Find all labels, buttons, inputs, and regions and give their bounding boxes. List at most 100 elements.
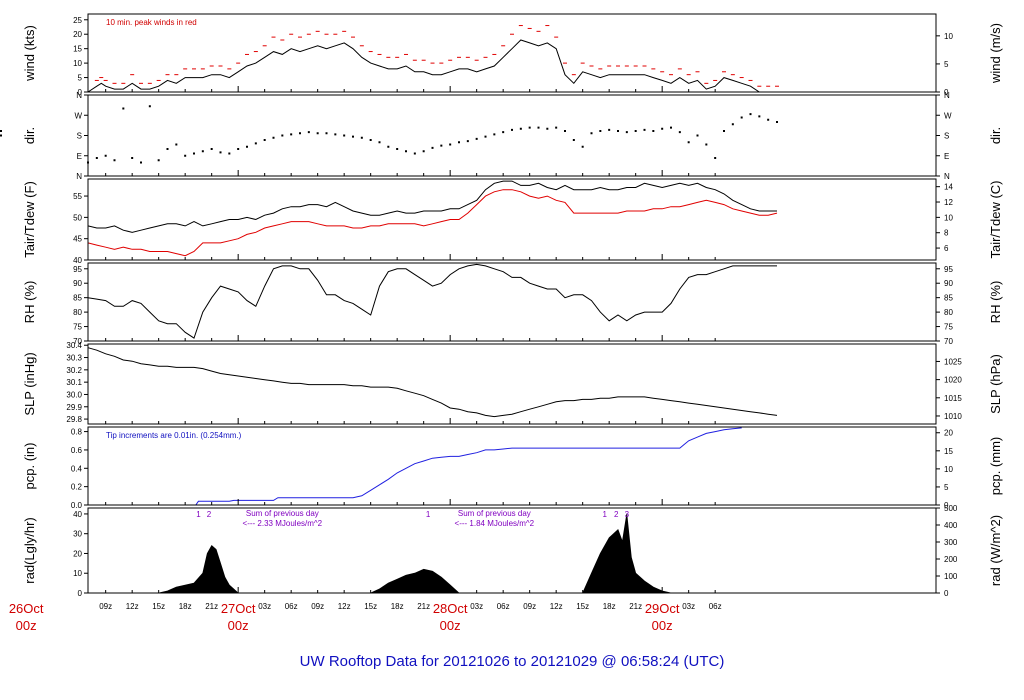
direction-ytick-label-left: W (74, 111, 82, 120)
precip-annotation: Tip increments are 0.01in. (0.254mm.) (106, 431, 242, 440)
direction-point (466, 140, 469, 143)
wind-ytick-label-left: 5 (78, 74, 83, 83)
direction-point (237, 148, 240, 150)
direction-point (696, 134, 699, 137)
rh-ylabel-left: RH (%) (22, 281, 37, 324)
direction-point (360, 136, 363, 139)
direction-point (634, 130, 637, 132)
direction-ylabel-right: dir. (988, 127, 1003, 144)
pressure-ytick-label-left: 29.8 (66, 415, 82, 424)
wind-frame (87, 13, 937, 93)
direction-ytick-label-left: E (77, 152, 82, 161)
x-hour-label: 06z (709, 602, 722, 611)
temperature-ytick-label-right: 10 (944, 213, 953, 222)
sea-level-pressure-line (87, 347, 778, 418)
direction-point (113, 159, 116, 162)
pressure-ytick-label-right: 1015 (944, 394, 962, 403)
direction-point (617, 130, 619, 132)
direction-point (723, 130, 725, 132)
direction-point (705, 143, 708, 146)
temperature-ylabel-right: Tair/Tdew (C) (988, 180, 1003, 258)
direction-point (458, 141, 460, 144)
direction-point (378, 141, 381, 144)
rh-ytick-label-left: 75 (73, 323, 82, 332)
wind-ytick-label-left: 25 (73, 16, 82, 25)
rh-ytick-label-left: 95 (73, 265, 82, 274)
direction-point (502, 131, 505, 134)
direction-point (519, 127, 522, 130)
x-hour-label: 12z (338, 602, 351, 611)
precip-frame (87, 426, 937, 506)
direction-point (201, 150, 204, 153)
precip-ytick-label-right: 0 (944, 501, 949, 510)
x-hour-label: 12z (550, 602, 563, 611)
rh-ytick-label-right: 85 (944, 294, 953, 303)
x-hour-label: 15z (364, 602, 377, 611)
direction-point (422, 150, 425, 153)
pressure-ytick-label-left: 29.9 (66, 403, 82, 412)
x-hour-label: 09z (311, 602, 324, 611)
direction-ytick-label-right: N (944, 91, 950, 100)
radiation-ytick-label-right: 400 (944, 521, 958, 530)
pressure-ytick-label-right: 1020 (944, 376, 962, 385)
direction-point (652, 130, 655, 132)
direction-point (758, 115, 761, 118)
precip-ylabel-left: pcp. (in) (22, 443, 37, 490)
chart-title: UW Rooftop Data for 20121026 to 20121029… (300, 653, 725, 670)
precip-ylabel-right: pcp. (mm) (988, 437, 1003, 496)
direction-point (210, 148, 213, 150)
direction-point (546, 127, 549, 130)
pressure-ytick-label-left: 30.3 (66, 354, 82, 363)
x-day-z-label: 00z (440, 618, 461, 633)
x-hour-label: 06z (497, 602, 510, 611)
x-day-label: 27Oct (221, 601, 256, 616)
direction-point (625, 131, 628, 134)
direction-point (0, 134, 2, 137)
direction-point (325, 132, 328, 135)
pressure-ytick-label-left: 30.4 (66, 341, 82, 350)
temperature-ytick-label-left: 50 (73, 213, 82, 222)
direction-point (184, 154, 187, 157)
direction-point (511, 128, 513, 131)
radiation-area (158, 513, 672, 594)
direction-point (590, 132, 593, 135)
wind-ytick-label-right: 10 (944, 32, 953, 41)
direction-point (299, 132, 301, 135)
direction-point (104, 154, 107, 157)
rh-ylabel-right: RH (%) (988, 281, 1003, 324)
pressure-ytick-label-left: 30.1 (66, 378, 82, 387)
direction-point (484, 135, 487, 138)
x-day-z-label: 00z (16, 618, 37, 633)
x-hour-label: 03z (470, 602, 483, 611)
direction-point (731, 123, 734, 126)
direction-point (643, 128, 646, 131)
radiation-peak-mark: 2 (207, 510, 212, 519)
direction-point (343, 134, 346, 137)
direction-point (175, 143, 178, 146)
direction-point (290, 133, 293, 136)
x-hour-label: 18z (603, 602, 616, 611)
direction-point (449, 143, 452, 146)
radiation-ytick-label-left: 30 (73, 530, 82, 539)
rh-ytick-label-left: 80 (73, 308, 82, 317)
direction-point (767, 118, 770, 121)
direction-point (334, 133, 337, 136)
x-day-z-label: 00z (228, 618, 249, 633)
precip-ytick-label-right: 5 (944, 483, 949, 492)
temperature-ylabel-left: Tair/Tdew (F) (22, 181, 37, 258)
radiation-ytick-label-left: 20 (73, 549, 82, 558)
rh-frame (87, 262, 937, 342)
direction-point (396, 148, 399, 150)
direction-point (678, 131, 681, 134)
radiation-ytick-label-right: 100 (944, 572, 958, 581)
direction-ytick-label-left: N (76, 91, 82, 100)
radiation-peak-mark: 1 (196, 510, 201, 519)
radiation-ytick-label-left: 0 (78, 589, 83, 598)
direction-point (687, 141, 690, 144)
direction-point (281, 134, 284, 137)
wind-annotation: 10 min. peak winds in red (106, 18, 197, 27)
radiation-ytick-label-right: 200 (944, 555, 958, 564)
direction-point (431, 146, 434, 149)
pressure-ylabel-right: SLP (hPa) (988, 354, 1003, 414)
direction-point (148, 105, 151, 108)
